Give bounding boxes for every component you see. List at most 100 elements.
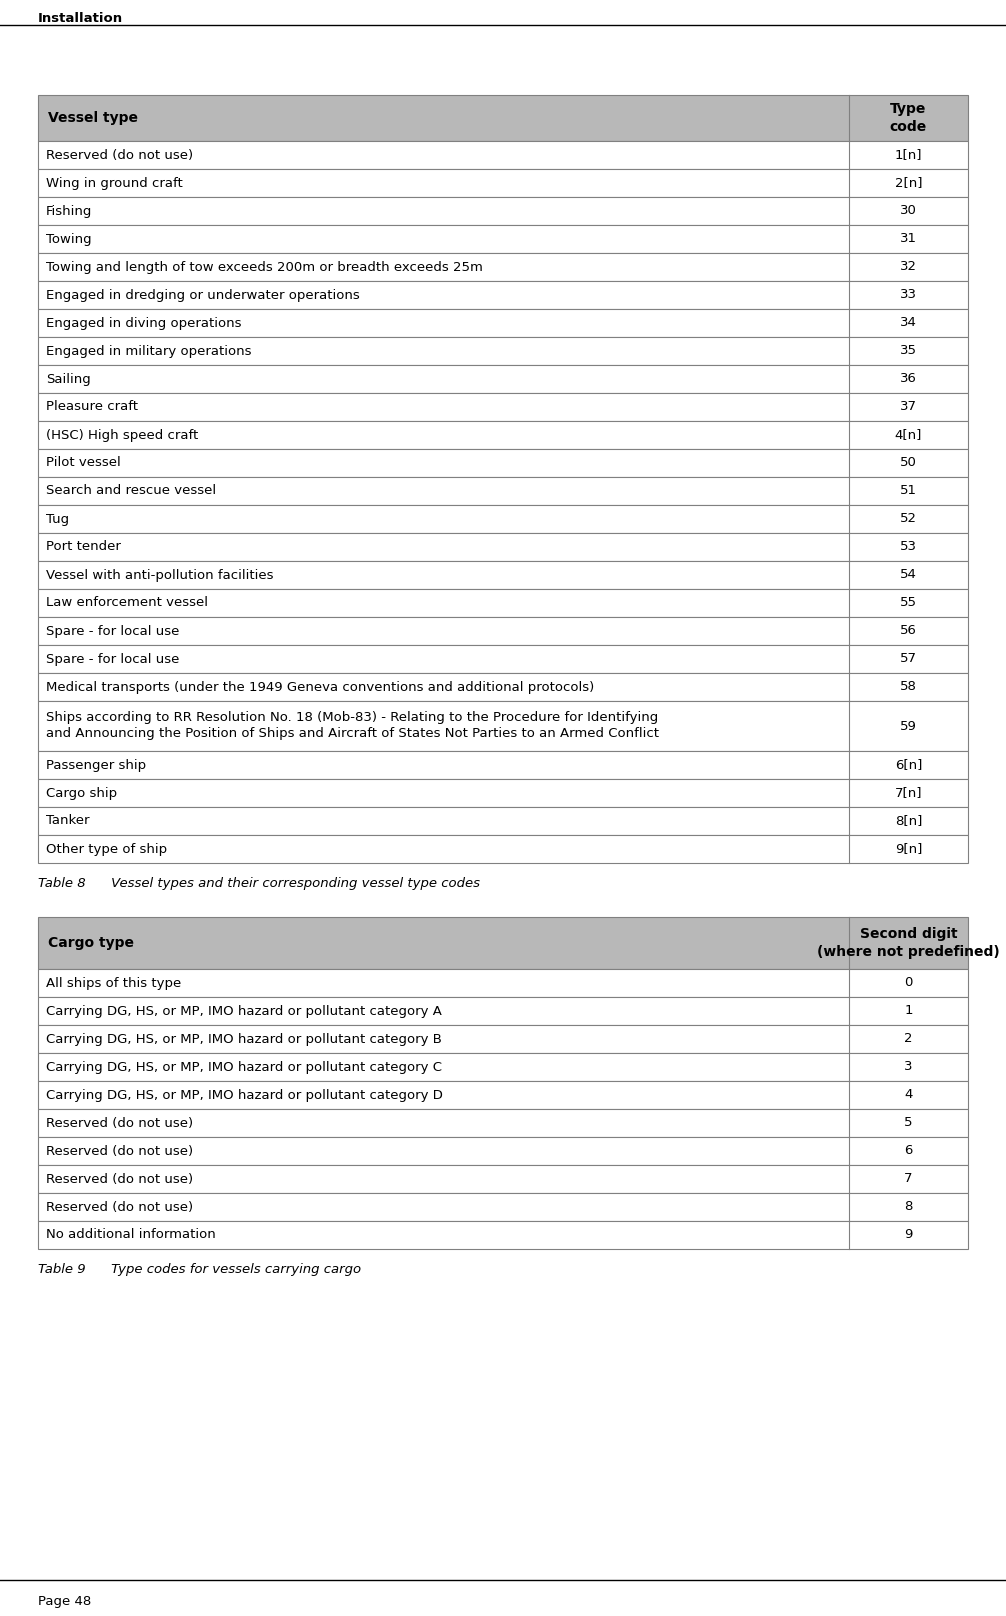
Text: 57: 57 (900, 653, 917, 666)
Text: 6: 6 (904, 1144, 912, 1157)
Bar (38, 751, 968, 779)
Bar (38, 561, 968, 588)
Text: Table 8      Vessel types and their corresponding vessel type codes: Table 8 Vessel types and their correspon… (38, 877, 480, 890)
Bar (38, 477, 968, 504)
Bar (38, 170, 968, 197)
Text: Wing in ground craft: Wing in ground craft (46, 176, 183, 189)
Text: Cargo ship: Cargo ship (46, 787, 117, 800)
Text: 5: 5 (904, 1117, 912, 1130)
Text: Towing and length of tow exceeds 200m or breadth exceeds 25m: Towing and length of tow exceeds 200m or… (46, 260, 483, 273)
Text: 8[n]: 8[n] (894, 814, 923, 827)
Text: Second digit
(where not predefined): Second digit (where not predefined) (817, 928, 1000, 958)
Text: 7: 7 (904, 1173, 912, 1186)
Text: Reserved (do not use): Reserved (do not use) (46, 1201, 193, 1214)
Text: Tanker: Tanker (46, 814, 90, 827)
Text: Carrying DG, HS, or MP, IMO hazard or pollutant category D: Carrying DG, HS, or MP, IMO hazard or po… (46, 1089, 443, 1102)
Text: Fishing: Fishing (46, 205, 93, 218)
Text: 4[n]: 4[n] (894, 428, 923, 441)
Text: 51: 51 (900, 485, 917, 498)
Bar (38, 779, 968, 806)
Text: 1[n]: 1[n] (894, 149, 923, 162)
Text: No additional information: No additional information (46, 1228, 215, 1241)
Bar (38, 835, 968, 863)
Bar (38, 533, 968, 561)
Text: Law enforcement vessel: Law enforcement vessel (46, 596, 208, 609)
Text: 37: 37 (900, 401, 917, 414)
Text: Carrying DG, HS, or MP, IMO hazard or pollutant category C: Carrying DG, HS, or MP, IMO hazard or po… (46, 1060, 442, 1073)
Bar (38, 997, 968, 1025)
Bar (38, 365, 968, 393)
Bar (38, 916, 968, 970)
Text: Pilot vessel: Pilot vessel (46, 456, 121, 470)
Bar (38, 225, 968, 254)
Text: 56: 56 (900, 624, 916, 637)
Text: 7[n]: 7[n] (894, 787, 923, 800)
Bar (38, 1054, 968, 1081)
Text: 8: 8 (904, 1201, 912, 1214)
Text: Other type of ship: Other type of ship (46, 842, 167, 855)
Text: 33: 33 (900, 289, 917, 302)
Bar (38, 338, 968, 365)
Text: Passenger ship: Passenger ship (46, 758, 146, 771)
Text: 50: 50 (900, 456, 916, 470)
Text: 3: 3 (904, 1060, 912, 1073)
Text: 2[n]: 2[n] (894, 176, 923, 189)
Text: Installation: Installation (38, 11, 123, 24)
Bar (38, 197, 968, 225)
Bar (38, 1081, 968, 1109)
Bar (38, 1222, 968, 1249)
Bar (38, 141, 968, 170)
Bar (38, 1193, 968, 1222)
Bar (38, 254, 968, 281)
Text: 32: 32 (900, 260, 917, 273)
Text: (HSC) High speed craft: (HSC) High speed craft (46, 428, 198, 441)
Text: 2: 2 (904, 1033, 912, 1046)
Text: Carrying DG, HS, or MP, IMO hazard or pollutant category A: Carrying DG, HS, or MP, IMO hazard or po… (46, 1005, 442, 1018)
Bar (38, 393, 968, 422)
Text: Reserved (do not use): Reserved (do not use) (46, 1117, 193, 1130)
Bar (38, 1138, 968, 1165)
Text: Cargo type: Cargo type (48, 936, 134, 950)
Text: 1: 1 (904, 1005, 912, 1018)
Bar (38, 1165, 968, 1193)
Text: Towing: Towing (46, 233, 92, 246)
Bar (38, 1109, 968, 1138)
Text: Reserved (do not use): Reserved (do not use) (46, 149, 193, 162)
Text: Sailing: Sailing (46, 373, 91, 386)
Bar (38, 95, 968, 141)
Text: 59: 59 (900, 719, 916, 732)
Bar (38, 281, 968, 309)
Text: 0: 0 (904, 976, 912, 989)
Text: All ships of this type: All ships of this type (46, 976, 181, 989)
Text: Engaged in dredging or underwater operations: Engaged in dredging or underwater operat… (46, 289, 360, 302)
Text: 53: 53 (900, 540, 917, 554)
Text: 58: 58 (900, 680, 916, 693)
Text: 34: 34 (900, 317, 916, 330)
Bar (38, 309, 968, 338)
Text: Spare - for local use: Spare - for local use (46, 653, 179, 666)
Bar (38, 422, 968, 449)
Bar (38, 701, 968, 751)
Text: Ships according to RR Resolution No. 18 (Mob-83) - Relating to the Procedure for: Ships according to RR Resolution No. 18 … (46, 711, 659, 740)
Bar (38, 806, 968, 835)
Bar (38, 645, 968, 672)
Bar (38, 504, 968, 533)
Text: 31: 31 (900, 233, 917, 246)
Text: Search and rescue vessel: Search and rescue vessel (46, 485, 216, 498)
Bar (38, 672, 968, 701)
Text: 30: 30 (900, 205, 916, 218)
Text: 35: 35 (900, 344, 917, 357)
Text: Engaged in military operations: Engaged in military operations (46, 344, 252, 357)
Text: Vessel type: Vessel type (48, 112, 138, 124)
Text: Spare - for local use: Spare - for local use (46, 624, 179, 637)
Text: Port tender: Port tender (46, 540, 121, 554)
Bar (38, 970, 968, 997)
Text: Tug: Tug (46, 512, 69, 525)
Text: Type
code: Type code (890, 102, 928, 134)
Text: Engaged in diving operations: Engaged in diving operations (46, 317, 241, 330)
Text: 55: 55 (900, 596, 917, 609)
Text: 52: 52 (900, 512, 917, 525)
Text: Reserved (do not use): Reserved (do not use) (46, 1173, 193, 1186)
Text: 36: 36 (900, 373, 916, 386)
Text: Page 48: Page 48 (38, 1595, 92, 1608)
